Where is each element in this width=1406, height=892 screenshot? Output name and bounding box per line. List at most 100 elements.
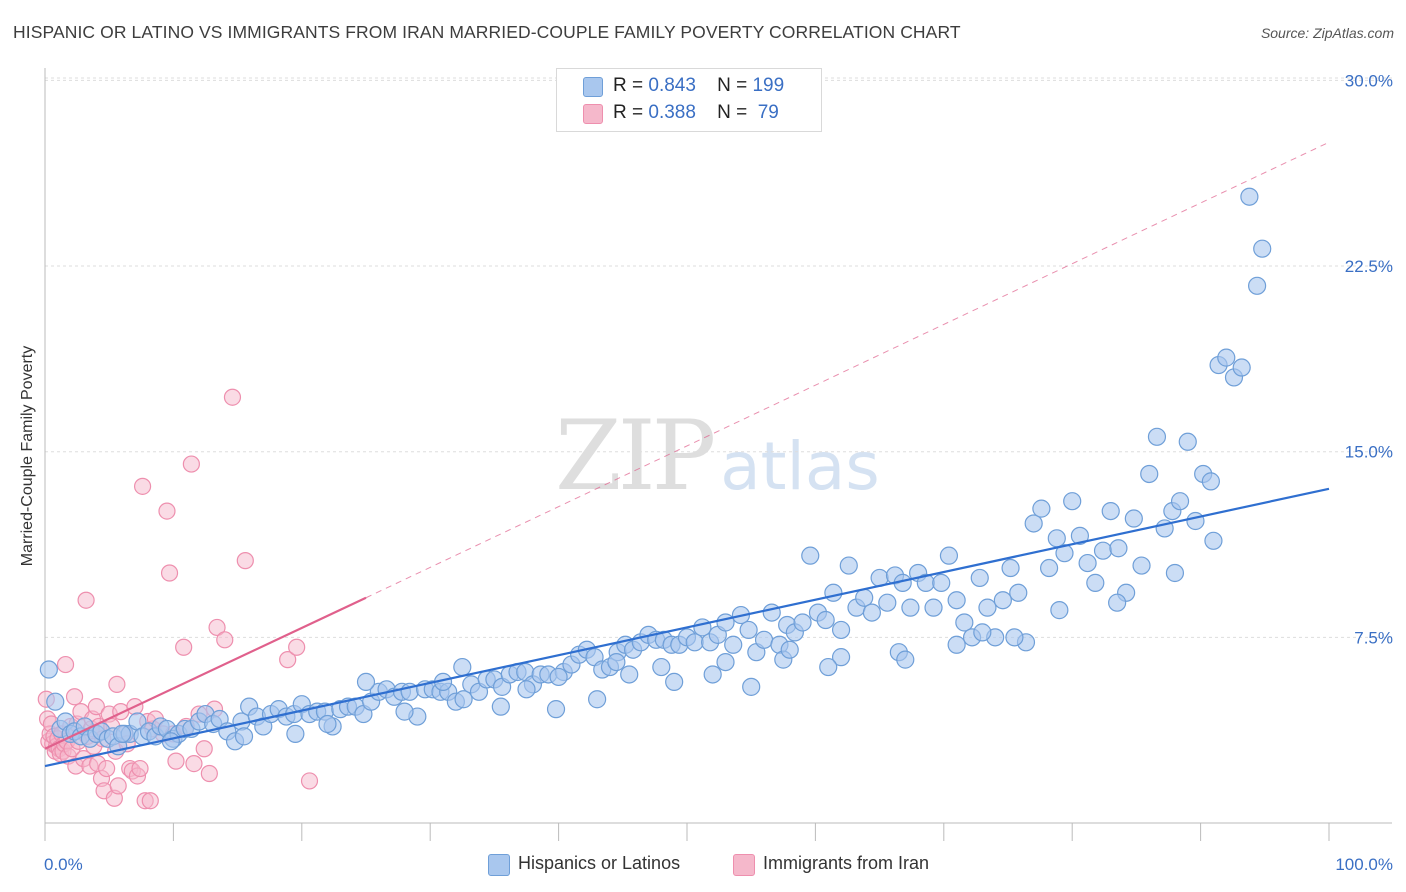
- data-point: [652, 657, 671, 677]
- data-point: [300, 772, 319, 790]
- data-point: [1070, 526, 1090, 545]
- data-point: [947, 591, 966, 610]
- data-point: [175, 638, 193, 656]
- legend-n-value-blue: 199: [752, 75, 785, 96]
- data-point: [491, 697, 510, 716]
- bottom-legend-swatch-blue: [488, 854, 510, 876]
- data-point: [901, 598, 920, 617]
- data-point: [970, 568, 989, 588]
- data-point: [939, 546, 959, 565]
- y-tick-label: 22.5%: [1345, 257, 1393, 276]
- data-point: [839, 556, 858, 575]
- legend-r-value-blue: 0.843: [648, 75, 696, 96]
- data-point: [739, 620, 758, 640]
- x-tick-label-start: 0.0%: [44, 855, 83, 874]
- bottom-legend-label-blue: Hispanics or Latinos: [518, 853, 681, 873]
- data-point: [1093, 541, 1113, 560]
- data-point: [1201, 472, 1220, 491]
- data-point: [141, 792, 159, 810]
- data-point: [878, 593, 897, 612]
- y-axis-label: Married-Couple Family Poverty: [19, 345, 36, 567]
- data-point: [167, 752, 185, 770]
- data-point: [816, 610, 835, 630]
- data-point: [973, 623, 992, 642]
- data-point: [793, 613, 812, 632]
- data-point: [1001, 558, 1020, 578]
- data-point: [56, 655, 75, 674]
- data-point: [1247, 276, 1267, 295]
- data-point: [1170, 492, 1190, 511]
- data-point: [161, 732, 180, 751]
- data-point: [453, 657, 472, 677]
- legend-r-value-pink: 0.388: [648, 102, 696, 123]
- data-point: [65, 688, 84, 706]
- data-point: [356, 672, 376, 692]
- data-point: [1132, 556, 1151, 575]
- watermark-atlas: atlas: [720, 428, 880, 505]
- data-point: [1101, 501, 1120, 521]
- data-point: [896, 650, 915, 669]
- data-point: [762, 603, 781, 622]
- data-point: [288, 638, 306, 656]
- data-point: [703, 665, 722, 684]
- data-point: [1078, 553, 1097, 573]
- data-point: [955, 613, 974, 632]
- data-point: [39, 660, 58, 679]
- data-point: [1109, 539, 1128, 558]
- trend-lines: [44, 141, 1330, 768]
- data-point: [208, 618, 226, 637]
- legend-text-blue: R = 0.843 N = 199: [613, 75, 784, 97]
- data-point: [1063, 492, 1082, 511]
- trend-extension-iran: [365, 141, 1330, 599]
- data-point: [112, 724, 132, 743]
- data-point: [1086, 573, 1105, 592]
- data-point: [1032, 499, 1051, 518]
- data-point: [1108, 593, 1127, 612]
- legend-text-pink: R = 0.388 N = 79: [613, 102, 779, 124]
- data-point: [546, 700, 566, 719]
- data-point: [185, 754, 203, 773]
- data-point: [780, 640, 799, 659]
- data-point: [1050, 601, 1069, 620]
- data-point: [549, 667, 568, 687]
- chart-title: HISPANIC OR LATINO VS IMMIGRANTS FROM IR…: [13, 22, 961, 42]
- data-point: [395, 702, 414, 721]
- watermark: ZIP atlas: [555, 400, 880, 512]
- data-point: [223, 388, 242, 406]
- data-point: [754, 630, 774, 649]
- data-point: [77, 591, 95, 609]
- data-point: [454, 690, 473, 709]
- data-point: [1240, 187, 1259, 206]
- data-point: [716, 652, 735, 672]
- data-point: [1253, 239, 1272, 258]
- data-point: [182, 455, 200, 473]
- data-point: [824, 583, 843, 602]
- data-point: [1204, 531, 1223, 550]
- y-tick-label: 15.0%: [1345, 443, 1393, 462]
- data-point: [108, 675, 126, 693]
- data-point: [1165, 563, 1185, 583]
- data-point: [978, 598, 997, 617]
- series-hispanics-or-latinos: [39, 187, 1272, 756]
- data-point: [831, 620, 851, 640]
- data-point: [109, 777, 127, 795]
- data-point: [200, 764, 218, 783]
- data-point: [1140, 464, 1159, 484]
- data-point: [195, 740, 213, 758]
- source-label: Source: ZipAtlas.com: [1260, 25, 1394, 41]
- legend-r-label-pink: R =: [613, 102, 644, 123]
- trend-line-hispanics: [44, 487, 1330, 768]
- x-tick-label-end: 100.0%: [1335, 855, 1393, 874]
- data-point: [607, 652, 626, 672]
- data-point: [1039, 558, 1059, 578]
- watermark-zip: ZIP: [555, 400, 716, 512]
- data-point: [158, 502, 176, 520]
- data-point: [46, 692, 65, 711]
- data-point: [1005, 628, 1024, 647]
- data-point: [742, 677, 761, 696]
- data-point: [924, 598, 943, 617]
- data-point: [1232, 358, 1251, 377]
- legend-swatch-blue: [583, 77, 603, 97]
- data-point: [620, 665, 639, 684]
